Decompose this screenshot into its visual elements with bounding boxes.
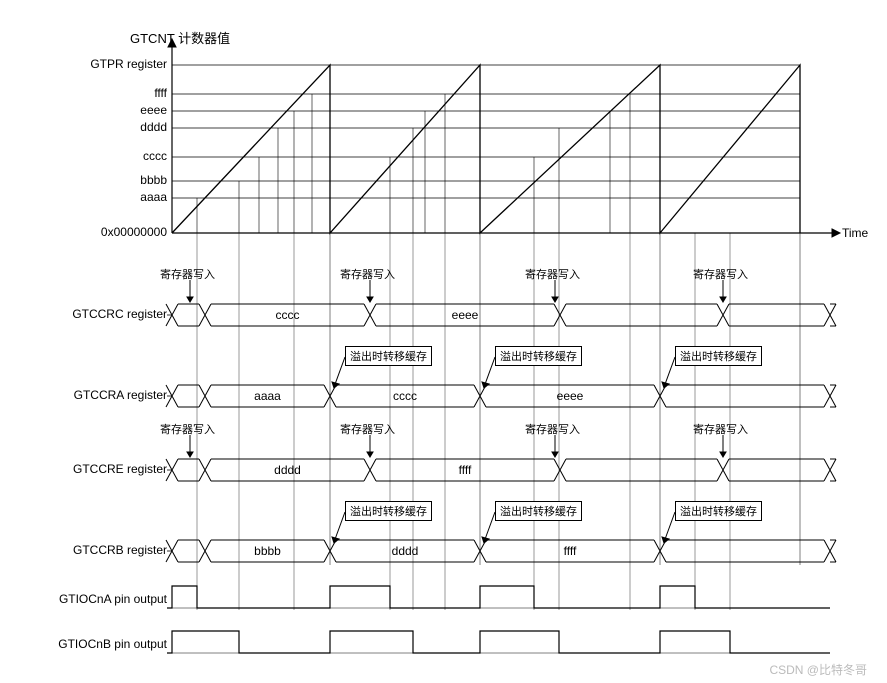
- svg-text:eeee: eeee: [557, 389, 584, 403]
- reg-write-0-0: 寄存器写入: [160, 266, 215, 282]
- y-label-5: bbbb: [140, 173, 167, 187]
- y-label-0: GTPR register: [90, 57, 167, 71]
- row-label-0: GTCCRC register: [72, 307, 167, 321]
- y-label-2: eeee: [140, 103, 167, 117]
- svg-text:cccc: cccc: [393, 389, 417, 403]
- overflow-3-1: 溢出时转移缓存: [495, 501, 582, 521]
- y-label-3: dddd: [140, 120, 167, 134]
- reg-write-0-2: 寄存器写入: [525, 266, 580, 282]
- reg-write-0-3: 寄存器写入: [693, 266, 748, 282]
- overflow-1-0: 溢出时转移缓存: [345, 346, 432, 366]
- svg-text:ffff: ffff: [459, 463, 472, 477]
- overflow-3-2: 溢出时转移缓存: [675, 501, 762, 521]
- svg-text:cccc: cccc: [276, 308, 300, 322]
- pin-label-1: GTIOCnB pin output: [58, 637, 167, 651]
- y-label-4: cccc: [143, 149, 167, 163]
- y-label-1: ffff: [154, 86, 167, 100]
- overflow-1-2: 溢出时转移缓存: [675, 346, 762, 366]
- row-label-1: GTCCRA register: [74, 388, 167, 402]
- pin-label-0: GTIOCnA pin output: [59, 592, 167, 606]
- svg-text:dddd: dddd: [274, 463, 301, 477]
- y-label-7: 0x00000000: [101, 225, 167, 239]
- reg-write-2-2: 寄存器写入: [525, 421, 580, 437]
- reg-write-2-1: 寄存器写入: [340, 421, 395, 437]
- y-label-6: aaaa: [140, 190, 167, 204]
- overflow-3-0: 溢出时转移缓存: [345, 501, 432, 521]
- reg-write-0-1: 寄存器写入: [340, 266, 395, 282]
- chart-title: GTCNT 计数器值: [130, 28, 230, 47]
- watermark: CSDN @比特冬哥: [769, 661, 867, 678]
- svg-text:dddd: dddd: [392, 544, 419, 558]
- row-label-2: GTCCRE register: [73, 462, 167, 476]
- timing-diagram: { "title": "GTCNT 计数器值", "timeLabel": "T…: [0, 0, 887, 683]
- row-label-3: GTCCRB register: [73, 543, 167, 557]
- svg-text:ffff: ffff: [564, 544, 577, 558]
- svg-text:eeee: eeee: [452, 308, 479, 322]
- svg-text:bbbb: bbbb: [254, 544, 281, 558]
- reg-write-2-0: 寄存器写入: [160, 421, 215, 437]
- time-axis-label: Time: [842, 226, 868, 240]
- overflow-1-1: 溢出时转移缓存: [495, 346, 582, 366]
- diagram-svg: cccc eeee aaaa cccc eeee dddd ffff bbbb dddd ffff: [0, 0, 887, 683]
- svg-text:aaaa: aaaa: [254, 389, 281, 403]
- reg-write-2-3: 寄存器写入: [693, 421, 748, 437]
